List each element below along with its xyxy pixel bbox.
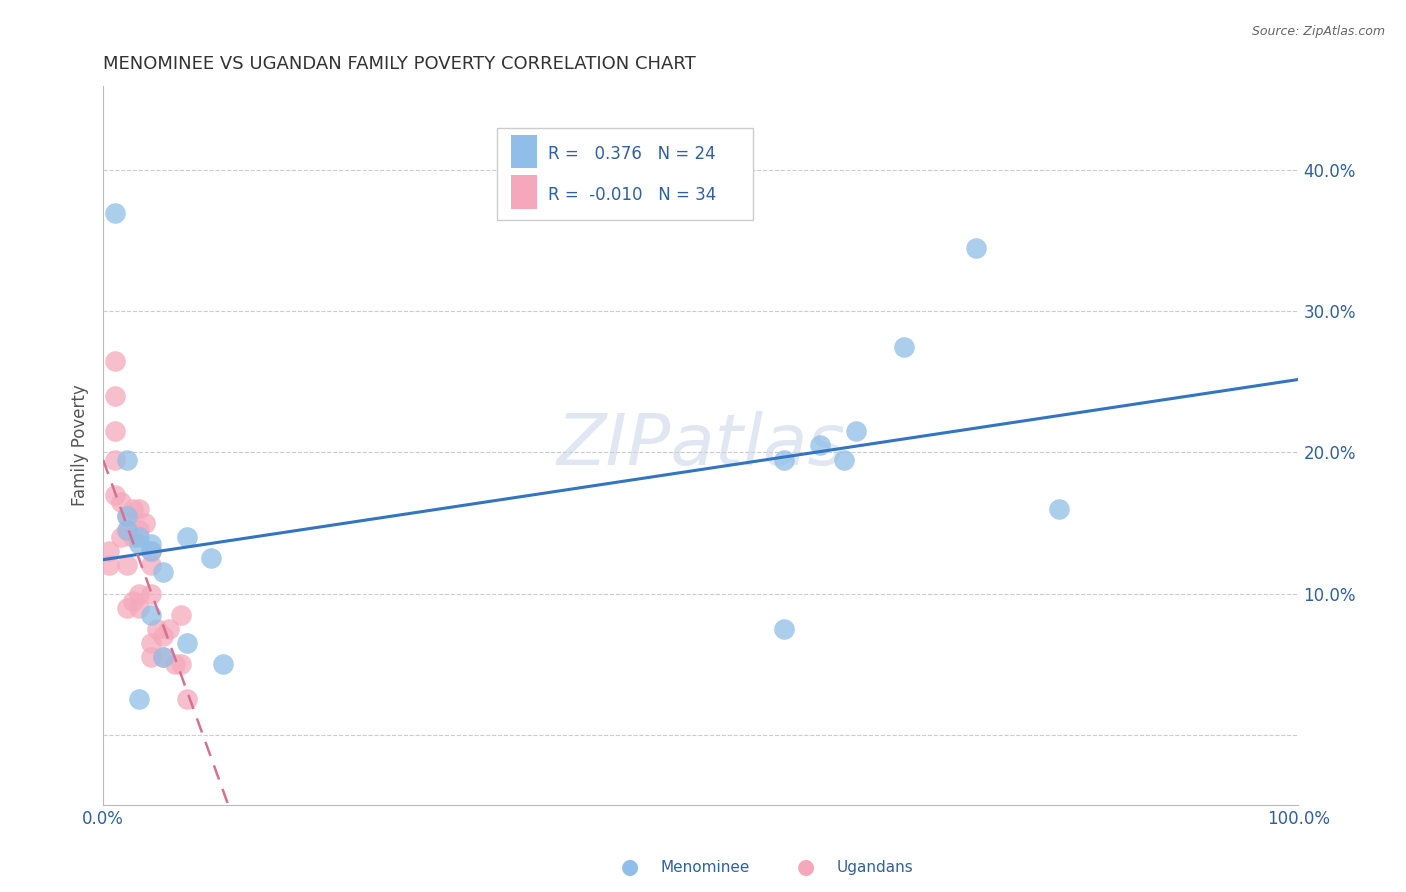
Point [115,508,138,523]
Point [110,530,132,544]
Point [832,452,855,467]
Point [152,566,174,580]
Point [115,558,138,573]
Text: Source: ZipAtlas.com: Source: ZipAtlas.com [1251,25,1385,38]
Point [152,650,174,665]
Point [104,205,127,219]
Point [152,629,174,643]
Point [104,354,127,368]
Point [152,650,174,665]
Point [170,607,193,622]
Point [773,622,796,636]
Point [128,692,150,706]
Point [104,425,127,439]
Point [139,544,162,558]
Point [139,558,162,573]
Point [139,544,162,558]
Point [98,544,121,558]
Point [128,586,150,600]
Point [104,389,127,403]
Point [808,438,831,452]
Point [893,340,915,354]
Point [128,502,150,516]
Point [176,636,198,650]
Text: ZIPatlas: ZIPatlas [557,411,845,480]
Point [170,657,193,671]
Text: R =   0.376   N = 24: R = 0.376 N = 24 [548,145,716,163]
Point [139,650,162,665]
Point [134,516,156,530]
Point [110,495,132,509]
Point [1047,502,1070,516]
Point [128,530,150,544]
Text: R =  -0.010   N = 34: R = -0.010 N = 34 [548,186,716,204]
Point [176,692,198,706]
Point [128,523,150,537]
Point [163,657,186,671]
Point [176,530,198,544]
Point [122,593,145,607]
Point [122,530,145,544]
Point [128,600,150,615]
Text: Ugandans: Ugandans [837,860,914,874]
Point [845,425,868,439]
Point [139,607,162,622]
Point [115,523,138,537]
Point [115,508,138,523]
Point [773,452,796,467]
Point [115,523,138,537]
Point [200,551,222,566]
Point [128,537,150,551]
Point [104,488,127,502]
Text: ●: ● [797,857,814,877]
Point [139,586,162,600]
Point [146,622,169,636]
Point [122,502,145,516]
Y-axis label: Family Poverty: Family Poverty [72,384,89,507]
Text: Menominee: Menominee [661,860,751,874]
Point [115,452,138,467]
Point [104,452,127,467]
Point [98,558,121,573]
Point [157,622,180,636]
Point [965,241,987,255]
Point [115,600,138,615]
Text: ●: ● [621,857,638,877]
Point [211,657,233,671]
Point [139,537,162,551]
Point [139,636,162,650]
Text: MENOMINEE VS UGANDAN FAMILY POVERTY CORRELATION CHART: MENOMINEE VS UGANDAN FAMILY POVERTY CORR… [103,55,696,73]
